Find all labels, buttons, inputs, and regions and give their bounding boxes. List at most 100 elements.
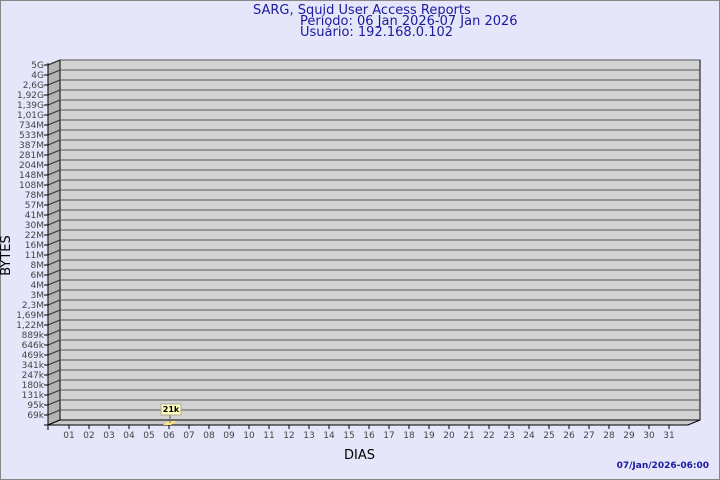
x-tick-label: 25 — [543, 431, 554, 441]
gridline-side — [47, 249, 61, 256]
x-tick-label: 19 — [423, 431, 435, 441]
x-tick-label: 14 — [323, 431, 335, 441]
x-axis-label: DIAS — [344, 448, 375, 463]
x-tick-label: 16 — [363, 431, 375, 441]
y-tick-label: 11M — [25, 251, 44, 261]
y-tick-label: 1,39G — [17, 101, 44, 111]
y-tick-label: 3M — [31, 291, 45, 301]
x-tick-label: 20 — [443, 431, 455, 441]
gridline-side — [47, 109, 61, 116]
gridline-side — [47, 279, 61, 286]
gridline-side — [47, 219, 61, 226]
x-tick-label: 29 — [623, 431, 635, 441]
y-tick-label: 57M — [25, 201, 44, 211]
gridline-side — [47, 59, 61, 66]
gridline-side — [47, 139, 61, 146]
x-tick-label: 12 — [283, 431, 294, 441]
y-tick-label: 533M — [19, 131, 44, 141]
x-tick-label: 17 — [383, 431, 394, 441]
timestamp: 07/Jan/2026-06:00 — [616, 461, 709, 471]
gridline-side — [47, 239, 61, 246]
y-tick-label: 734M — [19, 121, 44, 131]
y-tick-label: 180k — [22, 381, 45, 391]
y-tick-label: 108M — [19, 181, 44, 191]
x-tick-label: 21 — [463, 431, 474, 441]
x-tick-label: 22 — [483, 431, 494, 441]
y-tick-label: 247k — [22, 371, 45, 381]
y-tick-label: 281M — [19, 151, 44, 161]
gridline-side — [47, 89, 61, 96]
y-tick-label: 469k — [22, 351, 45, 361]
y-tick-label: 889k — [22, 331, 45, 341]
gridline-side — [47, 209, 61, 216]
gridline-side — [47, 309, 61, 316]
y-tick-label: 22M — [25, 231, 44, 241]
y-tick-label: 16M — [25, 241, 44, 251]
gridline-side — [47, 189, 61, 196]
y-tick-label: 6M — [31, 271, 45, 281]
gridline-side — [47, 129, 61, 136]
gridline-side — [47, 369, 61, 376]
data-label-box — [160, 403, 182, 416]
y-tick-label: 2,3M — [22, 301, 44, 311]
gridline-side — [47, 269, 61, 276]
y-tick-label: 2,6G — [23, 81, 44, 91]
x-tick-label: 10 — [243, 431, 255, 441]
gridline-side — [47, 69, 61, 76]
y-tick-label: 8M — [31, 261, 45, 271]
x-tick-label: 31 — [663, 431, 674, 441]
x-tick-label: 27 — [583, 431, 594, 441]
y-tick-label: 341k — [22, 361, 45, 371]
gridline-side — [47, 379, 61, 386]
gridline-side — [47, 319, 61, 326]
gridline-side — [47, 199, 61, 206]
chart-title: SARG, Squid User Access Reports — [253, 3, 471, 18]
y-tick-label: 5G — [31, 61, 44, 71]
period-text: Período: 06 Jan 2026-07 Jan 2026 — [300, 14, 518, 29]
x-tick-label: 24 — [523, 431, 535, 441]
plot-floor — [47, 419, 701, 426]
y-tick-label: 1,22M — [16, 321, 44, 331]
y-tick-label: 4G — [31, 71, 44, 81]
x-tick-label: 05 — [143, 431, 154, 441]
x-tick-label: 15 — [343, 431, 354, 441]
gridline-side — [47, 399, 61, 406]
gridline-side — [47, 359, 61, 366]
x-tick-label: 08 — [203, 431, 215, 441]
gridline-side — [47, 339, 61, 346]
gridline-side — [47, 79, 61, 86]
x-tick-label: 26 — [563, 431, 575, 441]
gridline-side — [47, 389, 61, 396]
y-tick-label: 41M — [25, 211, 44, 221]
gridline-side — [47, 259, 61, 266]
gridline-side — [47, 169, 61, 176]
x-tick-label: 03 — [103, 431, 114, 441]
y-tick-label: 1,01G — [17, 111, 44, 121]
y-tick-label: 30M — [25, 221, 44, 231]
x-tick-label: 04 — [123, 431, 135, 441]
x-tick-label: 02 — [83, 431, 94, 441]
y-tick-label: 646k — [22, 341, 45, 351]
gridline-side — [47, 299, 61, 306]
y-tick-label: 1,92G — [17, 91, 44, 101]
user-text: Usuário: 192.168.0.102 — [300, 25, 454, 40]
x-tick-label: 01 — [63, 431, 74, 441]
x-tick-label: 11 — [263, 431, 274, 441]
y-tick-label: 131k — [22, 391, 45, 401]
gridline-side — [47, 229, 61, 236]
x-tick-label: 18 — [403, 431, 415, 441]
y-tick-label: 148M — [19, 171, 44, 181]
y-tick-label: 1,69M — [16, 311, 44, 321]
x-tick-label: 30 — [643, 431, 655, 441]
x-tick-label: 09 — [223, 431, 235, 441]
gridline-side — [47, 119, 61, 126]
data-label: 21k — [163, 405, 180, 414]
gridline-side — [47, 289, 61, 296]
y-tick-label: 387M — [19, 141, 44, 151]
y-tick-label: 95k — [27, 401, 44, 411]
x-tick-label: 28 — [603, 431, 615, 441]
y-tick-label: 4M — [31, 281, 45, 291]
gridline-side — [47, 329, 61, 336]
y-tick-label: 78M — [25, 191, 44, 201]
